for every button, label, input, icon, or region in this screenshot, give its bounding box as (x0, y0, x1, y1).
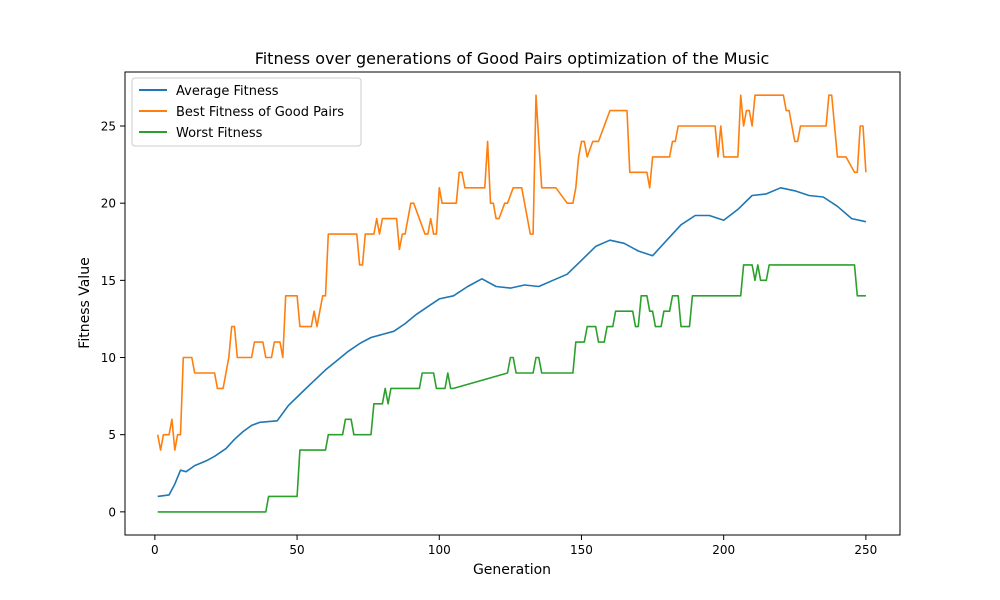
series-line-worst-fitness (157, 264, 866, 513)
ticks-layer: 0 50 100 150 200 250 0 5 10 15 20 25 (101, 120, 878, 557)
x-axis-label: Generation (473, 562, 551, 578)
x-tick-label: 100 (428, 543, 451, 557)
legend-label-worst: Worst Fitness (176, 126, 263, 141)
x-tick-label: 0 (151, 543, 159, 557)
y-tick-label: 0 (108, 505, 116, 519)
series-layer (156, 94, 867, 513)
series-line-average-fitness (157, 187, 867, 498)
x-tick-label: 150 (570, 543, 593, 557)
x-tick-label: 50 (289, 543, 304, 557)
legend-label-best: Best Fitness of Good Pairs (176, 105, 344, 120)
legend-box (131, 77, 362, 147)
legend: Average Fitness Best Fitness of Good Pai… (131, 77, 362, 147)
y-axis-label: Fitness Value (77, 257, 93, 348)
legend-label-average: Average Fitness (176, 84, 279, 99)
series-line-best-fitness (156, 94, 867, 451)
y-tick-label: 25 (101, 120, 116, 134)
y-tick-label: 20 (101, 197, 116, 211)
x-tick-label: 250 (854, 543, 877, 557)
y-tick-label: 10 (101, 351, 116, 365)
y-tick-label: 5 (108, 428, 116, 442)
chart-title: Fitness over generations of Good Pairs o… (255, 49, 770, 68)
y-tick-label: 15 (101, 274, 116, 288)
plot-frame (124, 71, 901, 536)
x-tick-label: 200 (712, 543, 735, 557)
